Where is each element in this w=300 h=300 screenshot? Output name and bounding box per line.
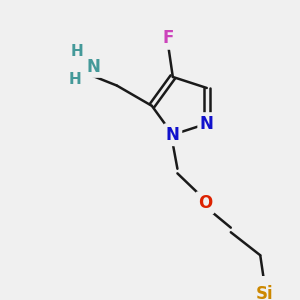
Text: F: F	[163, 29, 174, 47]
Text: H: H	[71, 44, 84, 59]
Text: N: N	[166, 126, 180, 144]
Text: N: N	[86, 58, 100, 76]
Text: Si: Si	[256, 285, 274, 300]
Text: N: N	[200, 115, 214, 133]
Text: O: O	[198, 194, 212, 212]
Text: H: H	[68, 72, 81, 87]
